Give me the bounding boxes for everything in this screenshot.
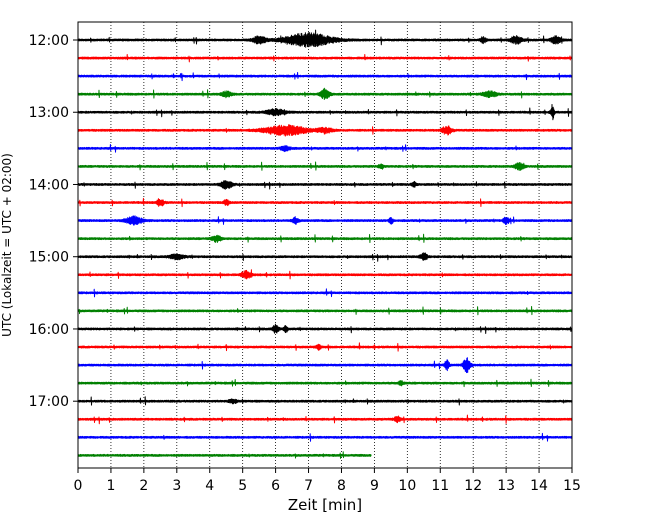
trace-row-17:00	[77, 396, 573, 406]
trace-row-17:45	[77, 451, 372, 459]
trace-row-13:00	[77, 103, 573, 121]
x-axis-title: Zeit [min]	[288, 496, 362, 514]
trace-row-15:00	[77, 252, 573, 262]
trace-row-12:00	[77, 29, 573, 48]
plot-frame	[77, 21, 573, 469]
seismogram-traces	[77, 29, 573, 459]
x-tick-label-4: 4	[205, 478, 214, 494]
trace-row-15:45	[77, 306, 573, 316]
trace-row-16:45	[77, 378, 573, 388]
x-axis-ticks: 0 1 2 3 4 5 6 7 8 9 10 11 12 13 14 15	[74, 468, 581, 494]
trace-row-16:30	[77, 357, 573, 374]
x-tick-label-1: 1	[106, 478, 115, 494]
x-tick-label-9: 9	[370, 478, 379, 494]
trace-row-15:30	[77, 288, 573, 298]
trace-row-14:00	[77, 180, 573, 190]
y-tick-label-15:00: 15:00	[29, 250, 69, 266]
y-tick-label-12:00: 12:00	[29, 33, 69, 49]
trace-row-15:15	[77, 269, 573, 280]
x-tick-label-0: 0	[74, 478, 83, 494]
trace-row-16:15	[77, 342, 573, 352]
x-tick-label-15: 15	[563, 478, 581, 494]
y-axis-title: UTC (Lokalzeit = UTC + 02:00)	[0, 153, 14, 337]
y-tick-label-17:00: 17:00	[29, 394, 69, 410]
trace-row-17:30	[77, 432, 573, 442]
x-tick-label-7: 7	[304, 478, 313, 494]
x-tick-label-6: 6	[271, 478, 280, 494]
trace-row-13:45	[77, 161, 573, 171]
trace-row-16:00	[77, 323, 573, 334]
x-tick-label-13: 13	[497, 478, 515, 494]
trace-row-13:30	[77, 143, 573, 153]
x-tick-label-10: 10	[398, 478, 416, 494]
vertical-gridlines	[110, 22, 540, 468]
x-tick-label-8: 8	[337, 478, 346, 494]
y-tick-label-16:00: 16:00	[29, 322, 69, 338]
x-tick-label-2: 2	[139, 478, 148, 494]
trace-row-12:30	[77, 71, 573, 82]
trace-row-14:15	[77, 197, 573, 208]
trace-row-12:45	[77, 87, 573, 101]
x-tick-label-11: 11	[431, 478, 449, 494]
trace-row-14:30	[77, 215, 573, 226]
x-tick-label-12: 12	[464, 478, 482, 494]
trace-row-14:45	[77, 233, 573, 244]
y-tick-label-13:00: 13:00	[29, 105, 69, 121]
trace-row-12:15	[77, 54, 573, 63]
trace-row-13:15	[77, 124, 573, 137]
trace-row-17:15	[77, 414, 573, 425]
y-tick-label-14:00: 14:00	[29, 177, 69, 193]
x-tick-label-5: 5	[238, 478, 247, 494]
x-tick-label-14: 14	[530, 478, 548, 494]
y-axis-ticks: 12:00 13:00 14:00 15:00 16:00 17:00	[29, 33, 78, 410]
x-tick-label-3: 3	[172, 478, 181, 494]
